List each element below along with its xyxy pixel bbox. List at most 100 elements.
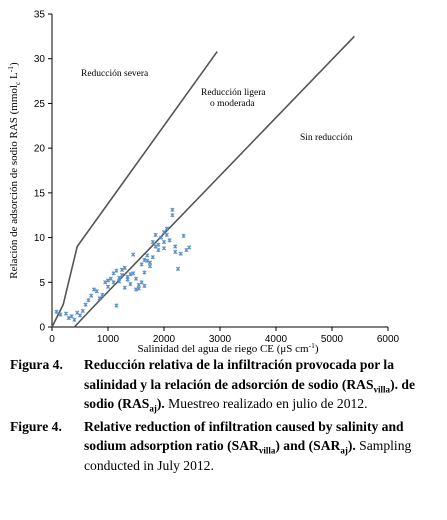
chart-axes: [51, 14, 388, 328]
data-point: [136, 286, 141, 291]
y-axis-label: Relación de adsorción de sodio RAS (mmol…: [6, 62, 22, 279]
data-point: [145, 258, 150, 263]
data-point: [83, 302, 88, 307]
data-point: [66, 315, 71, 321]
caption-en-bold-3: ).: [347, 438, 356, 453]
caption-en-sub-1: villa: [258, 445, 276, 456]
data-point: [128, 281, 133, 287]
data-point: [161, 246, 167, 251]
data-point: [153, 232, 158, 237]
x-tick-label: 0: [49, 334, 55, 345]
caption-es-bold-1: Reducción relativa de la infiltración pr…: [84, 357, 395, 392]
data-point: [164, 226, 169, 231]
data-point: [147, 264, 153, 269]
data-points: [54, 207, 192, 322]
data-point: [77, 313, 83, 318]
y-axis-label-sub: c: [13, 81, 22, 85]
caption-en-body: Relative reduction of infiltration cause…: [84, 417, 441, 476]
y-axis-label-main: Relación de adsorción de sodio RAS (mmol: [8, 85, 20, 279]
y-tick-label: 10: [34, 233, 46, 244]
region-label-sin: Sin reducción: [300, 133, 353, 143]
caption-es-bold-3: ).: [156, 396, 165, 411]
data-point: [167, 238, 172, 243]
x-tick-label: 2000: [153, 334, 176, 345]
data-point: [161, 230, 167, 235]
data-point: [122, 285, 127, 290]
data-point: [153, 244, 158, 249]
y-tick-label: 0: [39, 323, 45, 334]
data-point: [145, 253, 150, 258]
caption-es-sub-2: aj: [149, 403, 157, 414]
x-axis-label-sup: -1: [309, 341, 315, 350]
data-point: [139, 262, 144, 267]
data-point: [170, 207, 175, 212]
data-point: [105, 278, 111, 283]
caption-en-sub-2: aj: [340, 445, 348, 456]
data-point: [108, 276, 113, 281]
x-tick-label: 6000: [377, 334, 400, 345]
data-point: [181, 233, 186, 238]
data-point: [150, 255, 155, 260]
data-point: [103, 280, 108, 285]
data-point: [142, 283, 147, 288]
data-point: [80, 308, 85, 313]
data-point: [114, 303, 119, 308]
caption-es-lead: Figura 4.: [10, 357, 63, 372]
data-point: [178, 251, 183, 256]
region-label-ligera: Reducción ligera: [201, 88, 266, 98]
data-point: [161, 239, 167, 245]
data-point: [97, 296, 102, 301]
y-tick-label: 35: [34, 10, 46, 21]
data-point: [156, 248, 161, 253]
x-axis-label-end: ): [315, 343, 319, 355]
data-point: [147, 260, 153, 265]
data-point: [94, 289, 99, 294]
data-point: [131, 252, 136, 257]
y-tick-label: 15: [34, 188, 46, 199]
region-label-severa: Reducción severa: [81, 69, 149, 79]
caption-es-normal: Muestreo realizado en julio de 2012.: [164, 396, 368, 411]
caption-es: Figura 4. Reducción relativa de la infil…: [0, 355, 447, 414]
data-point: [125, 277, 130, 282]
x-axis-label: Salinidad del agua de riego CE (μS cm-1): [137, 341, 318, 355]
x-tick-label: 1000: [97, 334, 120, 345]
data-point: [139, 280, 144, 285]
caption-en-normal: Sampling conducted in July 2012.: [84, 438, 412, 473]
data-point: [133, 276, 139, 281]
boundary-line-1: [51, 51, 218, 328]
x-tick-label: 5000: [321, 334, 344, 345]
data-point: [117, 279, 122, 284]
x-axis-label-main: Salinidad del agua de riego CE (μS cm: [137, 343, 309, 355]
data-point: [72, 317, 77, 322]
figure-captions: Figura 4. Reducción relativa de la infil…: [0, 355, 447, 478]
caption-en-bold-2: ) and (SAR: [275, 438, 341, 453]
boundary-lines: [51, 35, 355, 328]
region-label-moderada: o moderada: [210, 99, 255, 109]
caption-en: Figure 4. Relative reduction of infiltra…: [0, 417, 447, 476]
boundary-line-2: [73, 35, 355, 328]
data-point: [119, 273, 125, 278]
data-point: [91, 287, 97, 292]
data-point: [58, 312, 63, 317]
data-point: [100, 292, 105, 297]
data-point: [105, 284, 111, 289]
chart-ticks: 0 5 10 15 20 25 30 35 0 1000 2000 3000 4000 5000 6000: [34, 10, 400, 346]
x-tick-label: 3000: [209, 334, 232, 345]
data-point: [173, 244, 178, 249]
x-tick-label: 4000: [265, 334, 288, 345]
data-point: [86, 298, 91, 303]
data-point: [122, 265, 127, 271]
data-point: [142, 257, 147, 263]
caption-es-body: Reducción relativa de la infiltración pr…: [84, 355, 441, 414]
caption-en-lead: Figure 4.: [10, 418, 62, 434]
data-point: [128, 272, 133, 277]
data-point: [159, 235, 164, 240]
data-point: [63, 311, 69, 316]
data-point: [111, 271, 116, 276]
data-point: [111, 280, 116, 285]
y-tick-label: 30: [34, 54, 46, 65]
caption-es-bold-2: ). de sodio (RAS: [84, 376, 415, 412]
data-point: [119, 267, 125, 272]
data-point: [89, 293, 94, 298]
